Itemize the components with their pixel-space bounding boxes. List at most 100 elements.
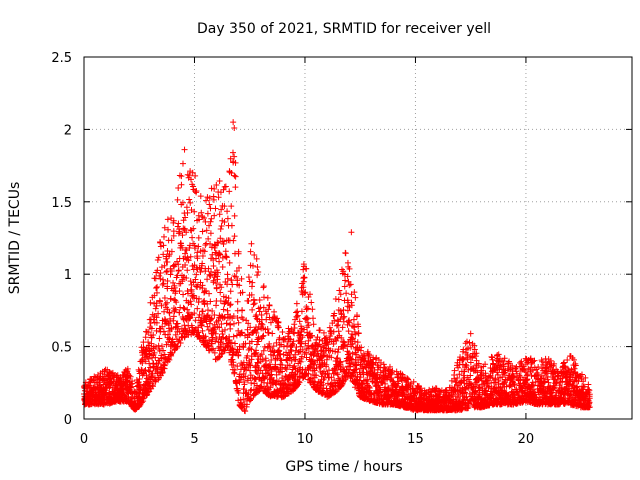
data-point — [239, 307, 246, 314]
data-point — [160, 233, 167, 240]
data-point — [241, 381, 248, 388]
data-point — [207, 272, 214, 279]
data-point — [170, 279, 177, 286]
data-point — [232, 184, 239, 191]
data-point — [136, 381, 143, 388]
data-point — [153, 327, 160, 334]
data-point — [183, 204, 190, 211]
data-point — [227, 325, 234, 332]
data-point — [266, 302, 273, 309]
data-point — [254, 272, 261, 279]
data-point — [247, 362, 254, 369]
data-point — [279, 328, 286, 335]
data-point — [334, 349, 341, 356]
data-point — [183, 229, 190, 236]
data-point — [206, 222, 213, 229]
data-point — [145, 339, 152, 346]
x-tick-label: 20 — [518, 432, 535, 447]
data-point — [253, 349, 260, 356]
data-point — [182, 261, 189, 268]
y-tick-label: 2 — [64, 123, 72, 138]
data-point — [218, 222, 225, 229]
data-point — [236, 282, 243, 289]
data-point — [174, 343, 181, 350]
y-tick-label: 2.5 — [51, 51, 72, 66]
data-point — [148, 325, 155, 332]
data-point — [279, 362, 286, 369]
data-point — [230, 320, 237, 327]
data-point — [233, 267, 240, 274]
data-point — [163, 268, 170, 275]
data-point — [168, 267, 175, 274]
data-point — [178, 181, 185, 188]
data-point — [183, 275, 190, 282]
data-point — [262, 355, 269, 362]
data-point — [145, 329, 152, 336]
data-point — [159, 281, 166, 288]
data-point — [184, 306, 191, 313]
data-point — [207, 218, 214, 225]
data-point — [247, 324, 254, 331]
data-point — [207, 230, 214, 237]
data-point — [276, 334, 283, 341]
data-point — [164, 299, 171, 306]
data-point — [204, 342, 211, 349]
data-point — [248, 291, 255, 298]
data-point — [218, 320, 225, 327]
data-point — [232, 340, 239, 347]
data-point — [153, 284, 160, 291]
data-point — [245, 274, 252, 281]
data-point — [345, 318, 352, 325]
data-point — [161, 224, 168, 231]
data-point — [219, 330, 226, 337]
data-point — [150, 331, 157, 338]
data-point — [180, 217, 187, 224]
data-point — [217, 235, 224, 242]
data-point — [191, 310, 198, 317]
data-point — [187, 176, 194, 183]
data-point — [224, 275, 231, 282]
data-point — [218, 206, 225, 213]
data-point — [310, 321, 317, 328]
data-point — [245, 320, 252, 327]
data-point — [254, 382, 261, 389]
data-point — [184, 254, 191, 261]
data-point — [245, 298, 252, 305]
data-point — [332, 295, 339, 302]
data-point — [213, 285, 220, 292]
data-point — [231, 366, 238, 373]
x-axis-label: GPS time / hours — [285, 459, 402, 475]
data-point — [247, 367, 254, 374]
data-point — [256, 308, 263, 315]
data-point — [168, 215, 175, 222]
data-point — [205, 265, 212, 272]
data-point — [268, 368, 275, 375]
data-point — [170, 317, 177, 324]
data-point — [91, 373, 98, 380]
data-point — [248, 379, 255, 386]
x-tick-label: 10 — [297, 432, 314, 447]
data-point — [206, 201, 213, 208]
data-point — [259, 356, 266, 363]
data-point — [174, 258, 181, 265]
data-point — [166, 309, 173, 316]
data-point — [161, 262, 168, 269]
data-point — [217, 189, 224, 196]
data-point — [227, 301, 234, 308]
y-axis-label: SRMTID / TECUs — [7, 182, 23, 295]
data-point — [206, 195, 213, 202]
data-point — [271, 308, 278, 315]
data-point — [215, 240, 222, 247]
data-point — [258, 383, 265, 390]
data-point — [265, 329, 272, 336]
data-point — [183, 328, 190, 335]
data-point — [195, 234, 202, 241]
data-point — [225, 295, 232, 302]
data-point — [278, 357, 285, 364]
data-point — [258, 384, 265, 391]
data-point — [165, 226, 172, 233]
data-point — [202, 242, 209, 249]
data-point — [205, 235, 212, 242]
data-point — [218, 284, 225, 291]
data-point — [267, 384, 274, 391]
